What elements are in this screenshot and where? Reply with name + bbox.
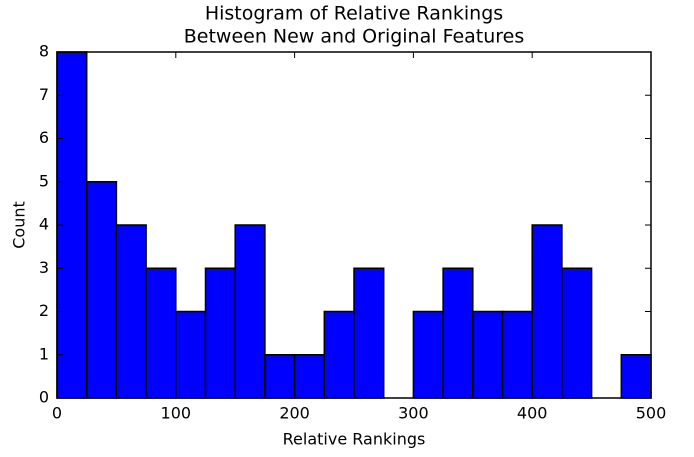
bar	[293, 354, 326, 399]
bar	[620, 354, 652, 399]
bar	[115, 224, 147, 399]
y-axis-label: Count	[10, 201, 29, 249]
y-tick-label: 5	[39, 171, 49, 190]
bar	[412, 310, 444, 399]
y-tick-label: 3	[39, 258, 49, 277]
bar	[561, 267, 593, 399]
bar	[323, 310, 355, 399]
x-tick-label: 400	[517, 404, 548, 423]
x-axis-label: Relative Rankings	[283, 430, 426, 449]
x-tick-label: 0	[52, 404, 62, 423]
bar	[442, 267, 474, 399]
x-tick-label: 300	[398, 404, 429, 423]
bar	[501, 310, 533, 399]
bar	[472, 310, 504, 399]
y-tick-label: 1	[39, 344, 49, 363]
bar	[145, 267, 177, 399]
y-tick-label: 8	[39, 42, 49, 61]
y-tick-label: 7	[39, 85, 49, 104]
y-tick-label: 4	[39, 215, 49, 234]
y-tick-label: 6	[39, 128, 49, 147]
bar	[264, 354, 296, 399]
x-tick-label: 500	[636, 404, 667, 423]
y-tick-label: 2	[39, 301, 49, 320]
bar	[531, 224, 563, 399]
bar	[353, 267, 385, 399]
bar	[85, 181, 118, 399]
y-tick-label: 0	[39, 388, 49, 407]
chart-title: Histogram of Relative Rankings	[205, 3, 503, 25]
x-tick-label: 200	[279, 404, 310, 423]
bar	[204, 267, 236, 399]
chart-title: Between New and Original Features	[184, 26, 525, 48]
bar	[175, 310, 207, 399]
bar	[234, 224, 266, 399]
x-tick-label: 100	[161, 404, 192, 423]
